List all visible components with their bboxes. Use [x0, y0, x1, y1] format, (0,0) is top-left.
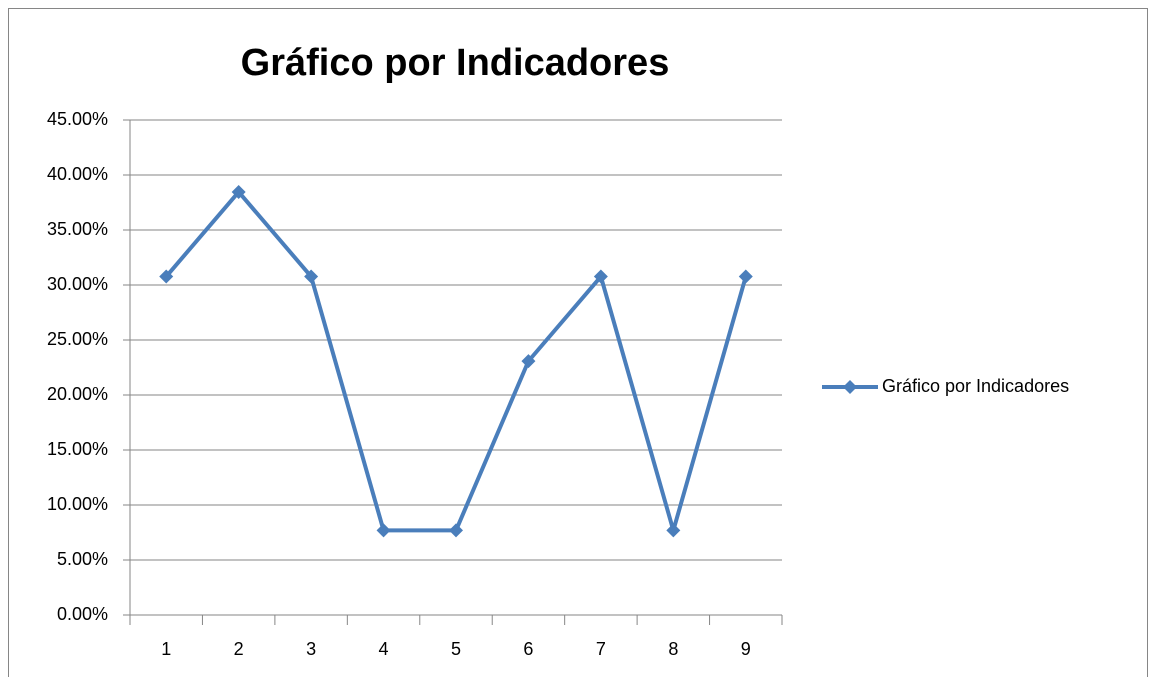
y-tick-label: 40.00%: [47, 164, 108, 184]
y-tick-label: 0.00%: [57, 604, 108, 624]
point-marker: [304, 269, 319, 284]
y-tick-label: 5.00%: [57, 549, 108, 569]
x-tick-label: 2: [234, 639, 244, 659]
point-marker: [376, 523, 391, 538]
y-tick-label: 45.00%: [47, 109, 108, 129]
x-tick-label: 1: [161, 639, 171, 659]
y-tick-label: 25.00%: [47, 329, 108, 349]
y-tick-label: 20.00%: [47, 384, 108, 404]
point-marker: [593, 269, 608, 284]
chart-frame: [8, 8, 1148, 677]
point-marker: [521, 354, 536, 369]
x-tick-label: 6: [523, 639, 533, 659]
point-marker: [738, 269, 753, 284]
x-tick-label: 3: [306, 639, 316, 659]
y-tick-label: 30.00%: [47, 274, 108, 294]
legend-label: Gráfico por Indicadores: [882, 376, 1069, 396]
x-tick-label: 4: [379, 639, 389, 659]
point-marker: [231, 184, 246, 199]
x-tick-label: 7: [596, 639, 606, 659]
x-tick-label: 8: [668, 639, 678, 659]
y-tick-label: 35.00%: [47, 219, 108, 239]
y-tick-label: 15.00%: [47, 439, 108, 459]
chart-title: Gráfico por Indicadores: [241, 42, 670, 84]
x-tick-label: 9: [741, 639, 751, 659]
legend-marker: [843, 380, 857, 394]
x-tick-label: 5: [451, 639, 461, 659]
y-tick-label: 10.00%: [47, 494, 108, 514]
point-marker: [159, 269, 174, 284]
point-marker: [449, 523, 463, 538]
point-marker: [666, 523, 681, 538]
